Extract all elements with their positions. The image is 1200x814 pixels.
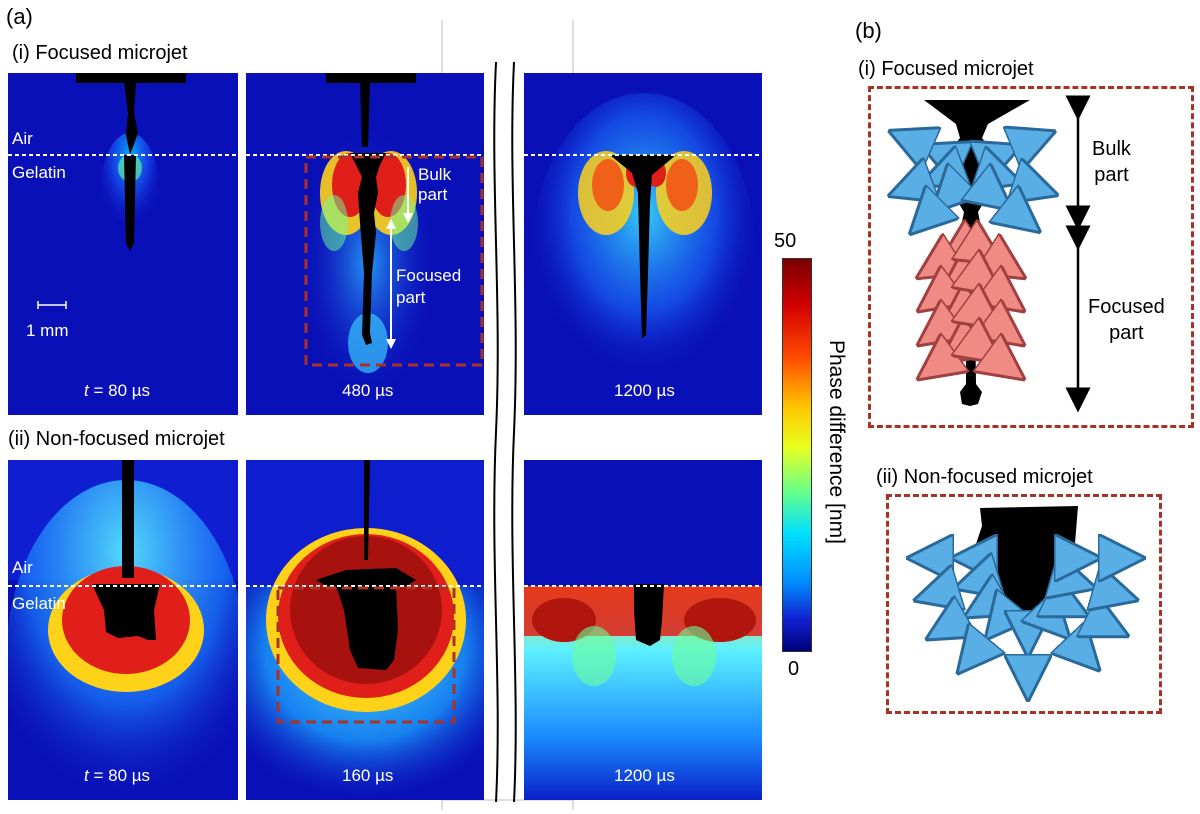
air-label-i: Air bbox=[12, 129, 33, 148]
time-label-i-1: t = 80 µs bbox=[84, 381, 150, 401]
row-i-title: (i) Focused microjet bbox=[12, 42, 188, 64]
gelatin-label-i: Gelatin bbox=[12, 163, 66, 182]
time-label-ii-1: t = 80 µs bbox=[84, 766, 150, 786]
time-label-ii-2: 160 µs bbox=[342, 766, 394, 785]
schematic-bulk-line-1: Bulk bbox=[1092, 138, 1131, 160]
time-value: = 80 µs bbox=[93, 381, 151, 400]
bulk-part-line-2: part bbox=[418, 185, 448, 204]
image-ii-1200us: 1200 µs bbox=[524, 460, 762, 800]
time-prefix: t bbox=[84, 766, 89, 785]
image-i-480us: Bulk part Focused part 480 µs bbox=[246, 73, 484, 415]
time-label-ii-3: 1200 µs bbox=[614, 766, 675, 785]
time-prefix: t bbox=[84, 381, 89, 400]
colorbar-min-label: 0 bbox=[788, 658, 800, 680]
non-focused-jet-shape bbox=[976, 506, 1078, 628]
image-i-80us: Air Gelatin 1 mm t = 80 µs bbox=[8, 73, 238, 415]
colorbar bbox=[782, 258, 812, 652]
schematic-i-drawing bbox=[870, 95, 1091, 413]
time-label-i-2: 480 µs bbox=[342, 381, 394, 400]
colorbar-max-label: 50 bbox=[774, 230, 797, 252]
schematic-focused-label: Focused part bbox=[1088, 294, 1165, 346]
schematic-ii-drawing bbox=[888, 506, 1160, 712]
scale-bar-label: 1 mm bbox=[26, 321, 69, 340]
focused-part-line-2: part bbox=[396, 288, 426, 307]
schematic-focused-line-1: Focused bbox=[1088, 296, 1165, 318]
time-label-i-3: 1200 µs bbox=[614, 381, 675, 400]
schematic-bulk-label: Bulk part bbox=[1092, 136, 1131, 188]
schematic-i-box bbox=[868, 86, 1194, 428]
focused-part-line-1: Focused bbox=[396, 266, 462, 285]
gelatin-label-ii: Gelatin bbox=[12, 594, 66, 613]
image-i-1200us: 1200 µs bbox=[524, 73, 762, 415]
image-ii-160us: 160 µs bbox=[246, 460, 484, 800]
panel-a-label: (a) bbox=[6, 4, 33, 29]
schematic-i-title: (i) Focused microjet bbox=[858, 58, 1034, 80]
schematic-ii-box bbox=[886, 494, 1162, 714]
bulk-part-label: Bulk part bbox=[418, 165, 451, 205]
schematic-ii-title: (ii) Non-focused microjet bbox=[876, 466, 1093, 488]
schematic-focused-line-2: part bbox=[1109, 322, 1144, 344]
schematic-bulk-line-2: part bbox=[1094, 164, 1129, 186]
axis-break-lines bbox=[493, 62, 517, 802]
focused-part-label: Focused part bbox=[396, 265, 461, 309]
colorbar-title: Phase difference [nm] bbox=[825, 340, 848, 544]
image-ii-80us: Air Gelatin t = 80 µs bbox=[8, 460, 238, 800]
row-ii-title: (ii) Non-focused microjet bbox=[8, 428, 225, 450]
panel-b-label: (b) bbox=[855, 18, 882, 43]
bulk-part-line-1: Bulk bbox=[418, 165, 452, 184]
air-label-ii: Air bbox=[12, 558, 33, 577]
time-value: = 80 µs bbox=[93, 766, 151, 785]
